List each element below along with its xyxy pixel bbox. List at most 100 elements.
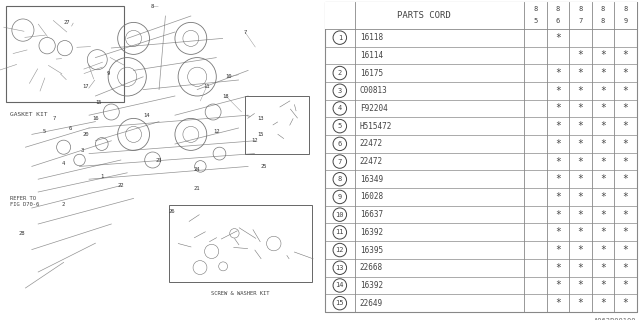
Bar	[6, 6, 124, 102]
Text: *: *	[623, 210, 628, 220]
Text: 7: 7	[579, 18, 582, 24]
Text: 4: 4	[338, 106, 342, 111]
Text: *: *	[555, 174, 561, 184]
Text: 20: 20	[83, 132, 89, 137]
Text: *: *	[600, 174, 606, 184]
Text: 6: 6	[338, 141, 342, 147]
Text: 22472: 22472	[360, 157, 383, 166]
Text: 9: 9	[338, 194, 342, 200]
Text: *: *	[600, 86, 606, 96]
Text: 2: 2	[338, 70, 342, 76]
Text: 5: 5	[43, 129, 46, 134]
Text: *: *	[555, 298, 561, 308]
Text: *: *	[623, 139, 628, 149]
Text: *: *	[555, 33, 561, 43]
Text: *: *	[577, 50, 584, 60]
Text: 8: 8	[601, 18, 605, 24]
Text: 16118: 16118	[360, 33, 383, 42]
Text: 26: 26	[168, 209, 175, 214]
Text: *: *	[623, 103, 628, 114]
Text: *: *	[623, 68, 628, 78]
Text: *: *	[577, 139, 584, 149]
Text: 14: 14	[143, 113, 150, 118]
Text: H515472: H515472	[360, 122, 392, 131]
Text: *: *	[577, 103, 584, 114]
Text: 23: 23	[156, 157, 163, 163]
Text: *: *	[623, 156, 628, 166]
Text: 12: 12	[335, 247, 344, 253]
Text: 6: 6	[556, 18, 560, 24]
Text: *: *	[555, 245, 561, 255]
Text: *: *	[577, 121, 584, 131]
Text: *: *	[577, 68, 584, 78]
Text: 15: 15	[335, 300, 344, 306]
Text: 7: 7	[243, 29, 246, 35]
Text: 15: 15	[95, 100, 102, 105]
Text: 8: 8	[338, 176, 342, 182]
Text: 3: 3	[338, 88, 342, 94]
Text: 5: 5	[338, 123, 342, 129]
Text: 7: 7	[338, 158, 342, 164]
Text: *: *	[600, 280, 606, 291]
Text: 24: 24	[194, 167, 200, 172]
Text: *: *	[577, 280, 584, 291]
Text: *: *	[577, 298, 584, 308]
Text: 16028: 16028	[360, 192, 383, 202]
Text: 11: 11	[335, 229, 344, 235]
Text: 15: 15	[257, 132, 264, 137]
Bar	[324, 2, 637, 29]
Text: 8: 8	[151, 4, 154, 9]
Text: 1: 1	[338, 35, 342, 41]
Text: *: *	[600, 139, 606, 149]
Text: 8: 8	[579, 6, 582, 12]
Text: *: *	[555, 192, 561, 202]
Text: *: *	[577, 192, 584, 202]
Text: *: *	[600, 103, 606, 114]
Text: *: *	[600, 263, 606, 273]
Text: 22472: 22472	[360, 139, 383, 148]
Text: 21: 21	[194, 186, 200, 191]
Text: *: *	[600, 210, 606, 220]
Text: 11: 11	[204, 84, 210, 89]
Text: *: *	[577, 156, 584, 166]
Text: *: *	[555, 227, 561, 237]
Text: *: *	[600, 156, 606, 166]
Text: 8: 8	[533, 6, 538, 12]
Text: *: *	[577, 263, 584, 273]
Text: 16349: 16349	[360, 175, 383, 184]
Text: 16392: 16392	[360, 281, 383, 290]
Text: C00813: C00813	[360, 86, 388, 95]
Text: 1: 1	[100, 173, 104, 179]
Text: GASKET KIT: GASKET KIT	[10, 112, 47, 117]
Text: *: *	[623, 121, 628, 131]
Text: 17: 17	[83, 84, 89, 89]
Text: 9: 9	[623, 18, 628, 24]
Text: A063B00100: A063B00100	[595, 318, 637, 320]
Text: 16114: 16114	[360, 51, 383, 60]
Text: 16392: 16392	[360, 228, 383, 237]
Text: 25: 25	[260, 164, 268, 169]
Text: *: *	[623, 174, 628, 184]
Text: SCREW & WASHER KIT: SCREW & WASHER KIT	[211, 291, 269, 296]
Text: *: *	[623, 263, 628, 273]
Text: 6: 6	[68, 125, 72, 131]
Text: F92204: F92204	[360, 104, 388, 113]
Text: *: *	[555, 121, 561, 131]
Text: *: *	[555, 86, 561, 96]
Text: *: *	[555, 103, 561, 114]
Text: 16175: 16175	[360, 68, 383, 77]
Text: 22649: 22649	[360, 299, 383, 308]
Text: *: *	[623, 298, 628, 308]
Text: REFER TO
FIG D70-6: REFER TO FIG D70-6	[10, 196, 39, 207]
Text: 18: 18	[223, 93, 229, 99]
Text: 16395: 16395	[360, 245, 383, 254]
Text: 13: 13	[257, 116, 264, 121]
Text: 7: 7	[52, 116, 56, 121]
Text: *: *	[623, 280, 628, 291]
Text: *: *	[577, 210, 584, 220]
Text: *: *	[600, 50, 606, 60]
Text: 9: 9	[106, 71, 110, 76]
Text: *: *	[577, 174, 584, 184]
Text: *: *	[623, 245, 628, 255]
Text: 8: 8	[556, 6, 560, 12]
